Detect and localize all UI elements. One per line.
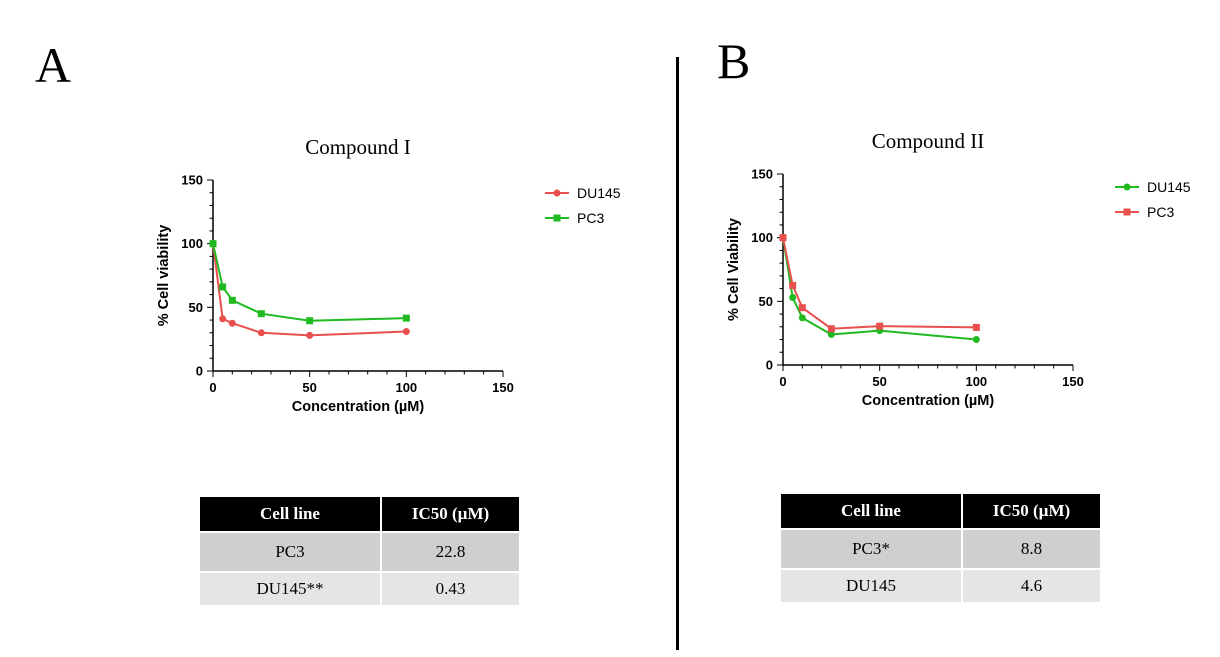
legend-marker-pc3 <box>553 214 561 222</box>
x-tick-label: 150 <box>492 380 514 395</box>
legend-label-pc3: PC3 <box>577 210 604 226</box>
data-point-du145 <box>827 330 835 338</box>
data-point-pc3 <box>779 234 787 242</box>
y-tick-label: 50 <box>189 300 203 315</box>
table-row: PC3 22.8 <box>200 531 519 571</box>
data-point-du145 <box>306 331 314 339</box>
y-tick-label: 100 <box>751 230 773 245</box>
chart-compound-i: Compound I 0 50 100 150 0 50 100 150 Concentratio… <box>156 135 621 415</box>
data-point-du145 <box>789 294 797 302</box>
table-row: PC3* 8.8 <box>781 528 1100 568</box>
column-header-ic50: IC50 (µM) <box>963 494 1100 528</box>
data-point-du145 <box>798 314 806 322</box>
data-point-du145 <box>402 328 410 336</box>
chart-title: Compound II <box>872 129 985 153</box>
y-tick-label: 50 <box>759 294 773 309</box>
ic50-table-b: Cell line IC50 (µM) PC3* 8.8 DU145 4.6 <box>781 494 1100 602</box>
data-point-pc3 <box>257 310 265 318</box>
x-tick-label: 50 <box>302 380 316 395</box>
legend-marker-du145 <box>553 189 561 197</box>
table-row: DU145 4.6 <box>781 568 1100 602</box>
series-line-pc3 <box>782 237 977 330</box>
table-cell-cell-line: PC3 <box>200 531 382 571</box>
data-point-du145 <box>219 315 227 323</box>
legend-label-du145: DU145 <box>577 185 621 201</box>
data-point-pc3 <box>306 317 314 325</box>
data-point-pc3 <box>972 323 980 331</box>
x-axis-label: Concentration (µM) <box>862 393 995 409</box>
legend-marker-pc3 <box>1123 208 1131 216</box>
column-header-ic50: IC50 (µM) <box>382 497 519 531</box>
y-tick-label: 150 <box>751 167 773 182</box>
x-tick-label: 100 <box>395 380 417 395</box>
data-point-pc3 <box>827 325 835 333</box>
table-cell-cell-line: PC3* <box>781 528 963 568</box>
x-tick-label: 0 <box>779 374 786 389</box>
table-row: DU145** 0.43 <box>200 571 519 605</box>
data-point-pc3 <box>876 322 884 330</box>
panel-divider <box>676 57 679 650</box>
legend-label-du145: DU145 <box>1147 179 1191 195</box>
data-point-du145 <box>228 319 236 327</box>
legend-marker-du145 <box>1123 183 1131 191</box>
table-cell-cell-line: DU145 <box>781 568 963 602</box>
legend-label-pc3: PC3 <box>1147 204 1174 220</box>
x-tick-label: 100 <box>965 374 987 389</box>
y-tick-label: 150 <box>181 173 203 188</box>
data-point-du145 <box>257 329 265 337</box>
ic50-table-a: Cell line IC50 (µM) PC3 22.8 DU145** 0.4… <box>200 497 519 605</box>
data-point-pc3 <box>789 281 797 289</box>
data-point-pc3 <box>209 240 217 248</box>
panel-letter-b: B <box>717 33 751 89</box>
y-axis-label: % Cell viability <box>156 225 172 327</box>
series-line-du145 <box>212 243 407 337</box>
data-point-pc3 <box>228 296 236 304</box>
y-tick-label: 0 <box>766 358 773 373</box>
panel-letter-a: A <box>35 37 72 93</box>
data-point-du145 <box>972 336 980 344</box>
column-header-cell-line: Cell line <box>781 494 963 528</box>
table-header-row: Cell line IC50 (µM) <box>200 497 519 531</box>
x-tick-label: 150 <box>1062 374 1084 389</box>
column-header-cell-line: Cell line <box>200 497 382 531</box>
x-tick-label: 0 <box>209 380 216 395</box>
chart-compound-ii: Compound II 0 50 100 150 0 50 100 150 Concentrati… <box>726 129 1191 409</box>
table-cell-ic50: 4.6 <box>963 568 1100 602</box>
y-axis-label: % Cell Viability <box>726 218 742 321</box>
table-cell-cell-line: DU145** <box>200 571 382 605</box>
series-line-pc3 <box>212 243 407 322</box>
data-point-pc3 <box>219 283 227 291</box>
data-point-pc3 <box>798 304 806 312</box>
data-point-pc3 <box>402 314 410 322</box>
table-cell-ic50: 22.8 <box>382 531 519 571</box>
chart-title: Compound I <box>305 135 411 159</box>
x-tick-label: 50 <box>872 374 886 389</box>
table-header-row: Cell line IC50 (µM) <box>781 494 1100 528</box>
table-cell-ic50: 0.43 <box>382 571 519 605</box>
y-tick-label: 100 <box>181 236 203 251</box>
x-axis-label: Concentration (µM) <box>292 399 425 415</box>
y-tick-label: 0 <box>196 364 203 379</box>
table-cell-ic50: 8.8 <box>963 528 1100 568</box>
